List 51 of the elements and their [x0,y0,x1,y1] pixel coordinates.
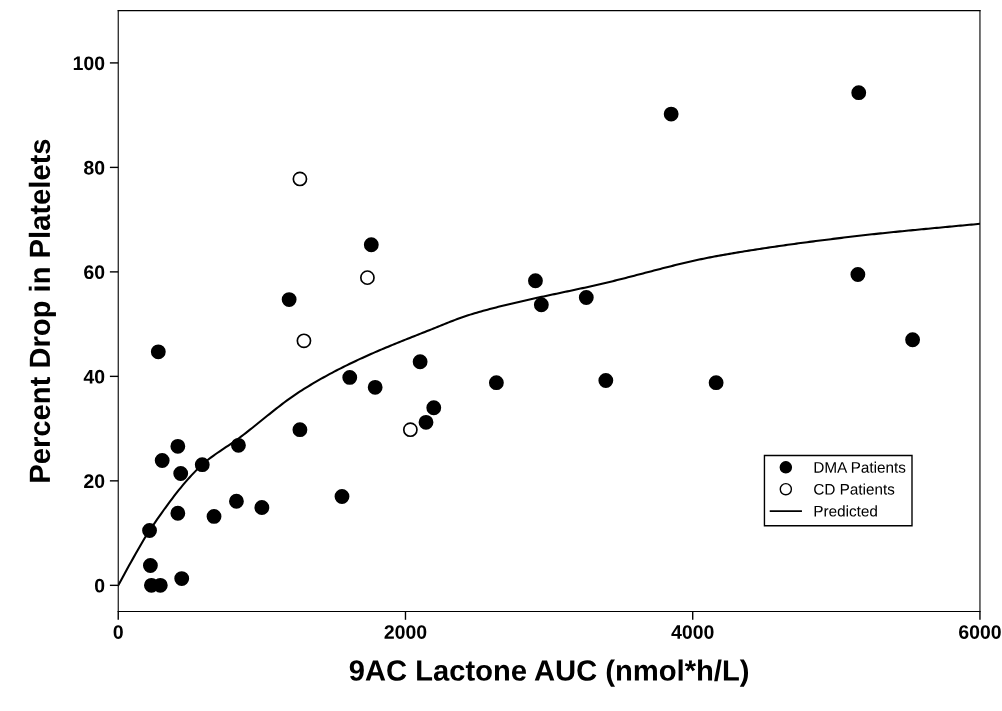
y-axis-title: Percent Drop in Platelets [28,139,56,482]
point [174,571,190,586]
point [402,422,418,438]
point [359,270,375,286]
y-tick-label: 80 [84,160,105,175]
legend-label: Predicted [814,505,877,517]
point [206,508,222,524]
x-axis-title: 9AC Lactone AUC (nmol*h/L) [349,659,749,687]
legend-label: CD Patients [814,483,895,495]
x-tick-label: 6000 [959,625,1001,639]
point [281,292,297,307]
point [292,171,308,187]
point [663,106,679,122]
point [851,85,867,101]
point [254,500,270,515]
y-tick-label: 40 [83,369,105,384]
point [342,369,358,385]
point [154,453,170,468]
y-tick-label: 100 [73,56,105,71]
point [229,493,244,509]
point [142,523,157,538]
point [292,422,308,438]
point [142,558,158,573]
x-tick-label: 0 [113,625,123,639]
y-tick-label: 0 [95,578,105,593]
point [150,344,166,360]
x-tick-label: 2000 [384,625,427,639]
y-tick-label: 60 [84,265,105,280]
point [173,466,189,481]
point [488,375,504,391]
y-tick-label: 20 [84,474,105,489]
point [170,438,186,454]
legend-label: DMA Patients [814,461,906,473]
point [708,375,724,391]
point [194,457,210,473]
point [426,400,442,416]
point [296,333,312,349]
point [850,267,866,282]
x-tick-label: 4000 [671,625,714,639]
point [598,373,614,388]
point [231,437,246,453]
point [578,290,594,305]
point [412,354,428,370]
point [905,332,921,348]
point [170,505,186,521]
point [334,489,350,504]
point [533,297,549,313]
point [418,414,434,430]
point [367,379,383,395]
point [528,273,543,289]
point [363,237,379,253]
